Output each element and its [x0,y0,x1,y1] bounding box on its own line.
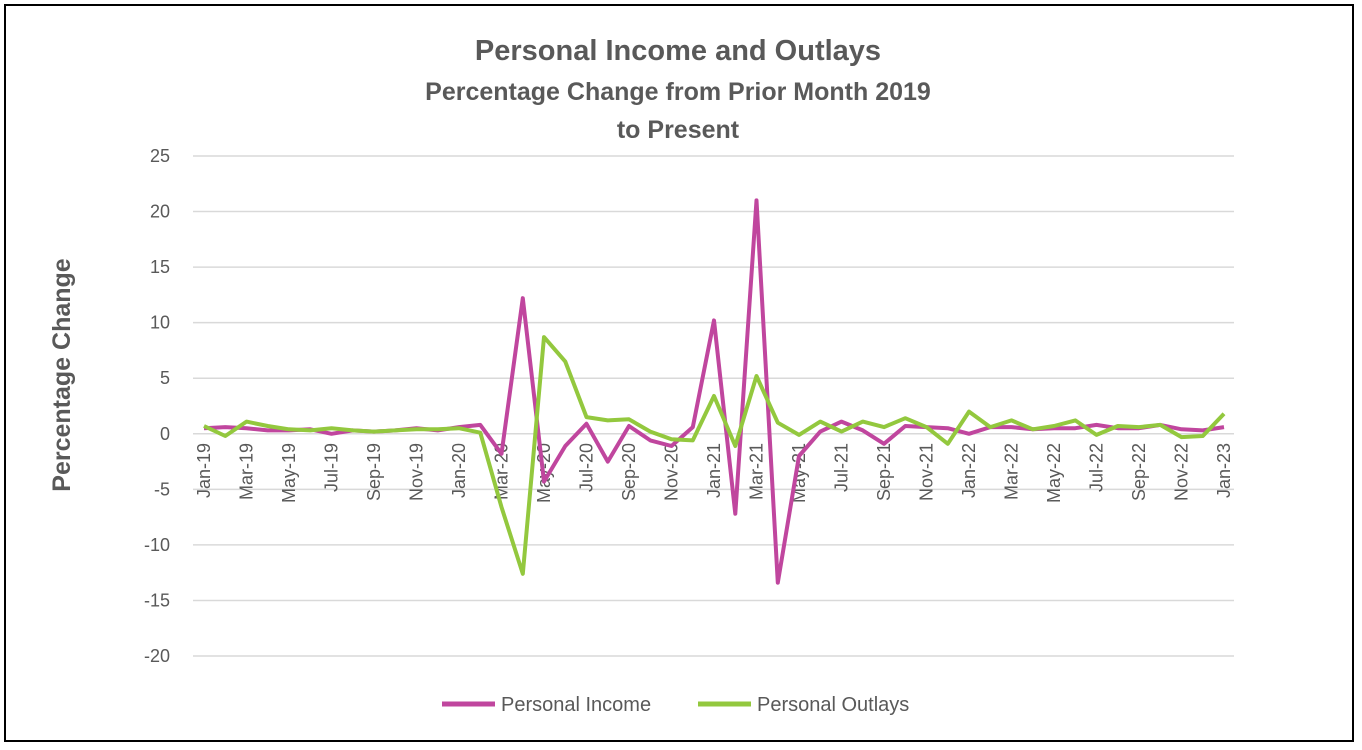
y-tick-label: 20 [150,202,170,222]
y-tick-label: -10 [144,535,170,555]
x-tick-label: Sep-20 [619,443,639,501]
y-tick-label: -15 [144,590,170,610]
x-tick-label: Jan-21 [704,443,724,498]
x-tick-label: Jan-19 [194,443,214,498]
y-axis-label: Percentage Change [48,258,76,492]
series-line-personal-outlays [203,335,1226,576]
y-tick-label: 10 [150,313,170,333]
x-tick-label: Mar-19 [237,443,257,500]
x-tick-label: Nov-21 [917,443,937,501]
gridlines [193,155,1234,657]
legend-label: Personal Income [501,694,651,716]
x-tick-label: Nov-20 [662,443,682,501]
chart-frame [4,4,1354,742]
series-line-personal-income [203,198,1225,585]
y-tick-label: 5 [160,368,170,388]
x-tick-label: Nov-22 [1172,443,1192,501]
x-axis-ticks: Jan-19 Mar-19 May-19 Jul-19 Sep-19 Nov-19 Jan-… [194,443,1234,503]
chart-subtitle-line-2: to Present [617,116,740,144]
x-tick-label: May-19 [279,443,299,503]
x-tick-label: Jul-21 [832,443,852,492]
x-tick-label: May-22 [1044,443,1064,503]
y-tick-label: -5 [154,479,170,499]
y-axis-ticks: 25 20 15 10 5 0 -5 -10 -15 -20 [144,146,170,666]
x-tick-label: Jan-22 [959,443,979,498]
x-tick-label: Mar-22 [1002,443,1022,500]
x-tick-label: Jan-23 [1214,443,1234,498]
chart-subtitle-line-1: Percentage Change from Prior Month 2019 [425,78,931,106]
x-tick-label: Mar-21 [747,443,767,500]
x-tick-label: Nov-19 [407,443,427,501]
legend: Personal Income Personal Outlays [442,694,909,716]
x-tick-label: Sep-19 [364,443,384,501]
y-tick-label: 0 [160,424,170,444]
y-tick-label: 15 [150,257,170,277]
x-tick-label: Jul-20 [577,443,597,492]
chart-title: Personal Income and Outlays [475,35,881,67]
y-tick-label: -20 [144,646,170,666]
x-tick-label: Jul-19 [322,443,342,492]
legend-label: Personal Outlays [757,694,909,716]
x-tick-label: Jul-22 [1087,443,1107,492]
x-tick-label: Sep-22 [1129,443,1149,501]
y-tick-label: 25 [150,146,170,166]
series-lines [203,198,1226,585]
x-tick-label: Sep-21 [874,443,894,501]
x-tick-label: Jan-20 [449,443,469,498]
